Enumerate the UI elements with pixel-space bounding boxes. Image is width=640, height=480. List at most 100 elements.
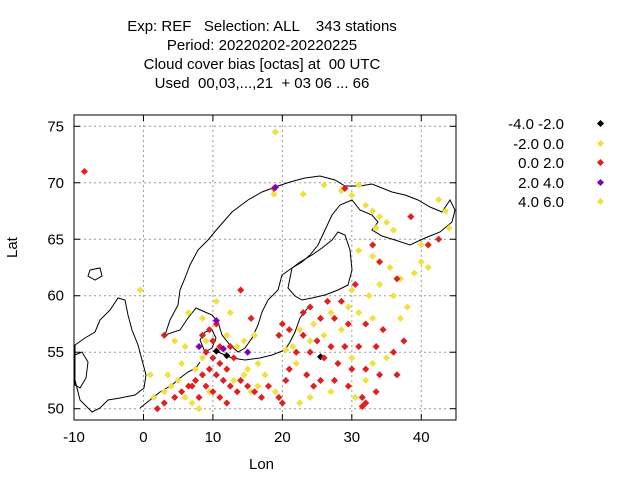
data-point: [306, 337, 314, 345]
data-point: [285, 326, 293, 334]
data-point: [257, 393, 266, 401]
data-point: [376, 258, 384, 266]
data-point: [178, 359, 186, 368]
data-point: [355, 181, 363, 189]
legend-item: 2.0 4.0: [478, 175, 628, 194]
data-point: [233, 388, 241, 396]
data-point: [226, 382, 234, 390]
data-point: [320, 354, 328, 362]
data-point: [386, 263, 394, 272]
data-point: [362, 376, 370, 384]
data-point: [195, 343, 203, 351]
data-point: [317, 376, 325, 384]
coastline-britain: [74, 297, 147, 413]
data-point: [244, 348, 252, 356]
coastline-ireland: [74, 351, 89, 389]
data-point: [341, 343, 349, 351]
data-point: [160, 399, 168, 407]
data-point: [320, 181, 328, 189]
data-point: [372, 343, 380, 351]
data-point: [303, 371, 311, 379]
data-point: [435, 196, 443, 204]
data-point: [327, 343, 335, 351]
data-point: [160, 388, 168, 396]
data-point: [198, 371, 207, 379]
data-point: [344, 320, 352, 328]
data-point: [310, 382, 318, 390]
x-axis-label: Lon: [249, 456, 275, 473]
data-point: [171, 393, 179, 401]
data-point: [285, 365, 293, 373]
coastline-scandinavia: [164, 175, 456, 353]
plot-frame: [73, 114, 457, 421]
data-point: [296, 399, 304, 407]
data-point: [202, 337, 210, 345]
data-point: [317, 314, 325, 322]
data-point: [181, 343, 189, 351]
data-point: [247, 314, 255, 322]
legend-label: -4.0 -2.0: [508, 116, 564, 133]
data-point: [181, 393, 189, 401]
data-point: [244, 365, 252, 373]
data-point: [348, 365, 356, 373]
data-point: [160, 331, 168, 339]
data-point: [348, 286, 356, 294]
data-point: [306, 393, 314, 401]
data-point: [362, 201, 370, 209]
data-point: [400, 337, 408, 345]
data-point: [212, 297, 220, 305]
data-point: [195, 405, 203, 413]
data-point: [407, 213, 415, 221]
y-tick-label: 55: [47, 344, 64, 361]
data-point: [237, 286, 245, 294]
legend-marker: [596, 139, 605, 147]
data-point: [369, 359, 377, 368]
data-point: [188, 399, 196, 407]
data-point: [164, 371, 172, 379]
data-point: [327, 388, 335, 396]
data-point: [289, 343, 297, 351]
y-axis-label: Lat: [4, 237, 21, 258]
data-point: [178, 388, 186, 396]
data-point: [202, 382, 210, 390]
data-point: [424, 263, 432, 272]
y-tick-label: 75: [47, 118, 64, 135]
data-point: [292, 359, 300, 368]
data-point: [216, 359, 224, 368]
data-point: [393, 371, 401, 379]
legend-label: 0.0 2.0: [518, 155, 564, 172]
data-point: [330, 376, 338, 384]
data-point: [372, 388, 380, 396]
data-points: [80, 128, 453, 413]
legend-marker: [596, 197, 605, 206]
coastline-iceland-hint: [87, 267, 103, 281]
data-point: [80, 167, 88, 176]
x-tick-label: 20: [274, 429, 291, 446]
legend-marker: [596, 119, 605, 128]
data-point: [348, 354, 356, 362]
data-point: [355, 309, 363, 317]
legend-marker: [596, 178, 605, 186]
data-point: [198, 331, 207, 339]
data-point: [362, 365, 370, 373]
data-point: [185, 309, 193, 317]
data-point: [275, 331, 283, 339]
legend-label: 2.0 4.0: [518, 174, 564, 192]
data-point: [337, 326, 345, 334]
data-point: [389, 226, 398, 234]
data-point: [167, 382, 175, 390]
data-point: [417, 258, 425, 266]
data-point: [275, 393, 283, 401]
data-point: [271, 183, 279, 191]
data-point: [362, 320, 370, 328]
data-point: [383, 354, 391, 362]
data-point: [355, 343, 363, 351]
data-point: [393, 275, 401, 283]
data-point: [226, 343, 234, 351]
data-point: [334, 359, 342, 368]
title-line-2: Period: 20220202-20220225: [166, 37, 358, 54]
data-point: [376, 280, 384, 288]
data-point: [369, 314, 377, 322]
x-tick-label: 0: [139, 429, 147, 446]
